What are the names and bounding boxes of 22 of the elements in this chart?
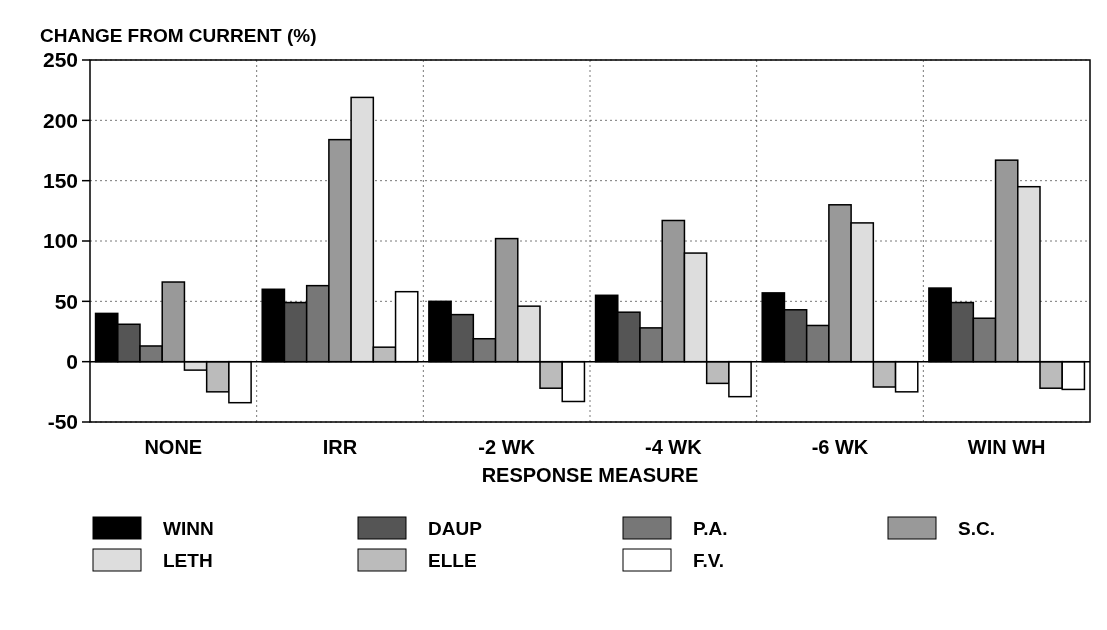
x-tick-label: IRR	[322, 436, 358, 458]
y-tick-label: 200	[42, 108, 78, 132]
legend-label: LETH	[163, 549, 213, 571]
y-tick-label: 50	[54, 289, 78, 313]
legend-label: ELLE	[428, 549, 477, 571]
legend-label: P.A.	[693, 517, 728, 539]
x-tick-label: -4 WK	[645, 436, 703, 458]
x-tick-label: -6 WK	[811, 436, 869, 458]
y-tick-label: -50	[47, 410, 78, 434]
y-tick-label: 0	[66, 350, 78, 374]
x-tick-label: WIN WH	[967, 436, 1046, 458]
y-tick-label: 100	[42, 229, 78, 253]
x-tick-label: -2 WK	[478, 436, 536, 458]
y-tick-label: 250	[42, 48, 78, 72]
legend-label: F.V.	[693, 549, 724, 571]
x-tick-label: NONE	[144, 436, 203, 458]
legend-label: WINN	[163, 517, 214, 539]
legend-label: S.C.	[958, 517, 995, 539]
x-axis-title: RESPONSE MEASURE	[481, 464, 699, 486]
chart-title: CHANGE FROM CURRENT (%)	[40, 25, 317, 46]
legend-label: DAUP	[428, 517, 483, 539]
y-tick-label: 150	[42, 169, 78, 193]
